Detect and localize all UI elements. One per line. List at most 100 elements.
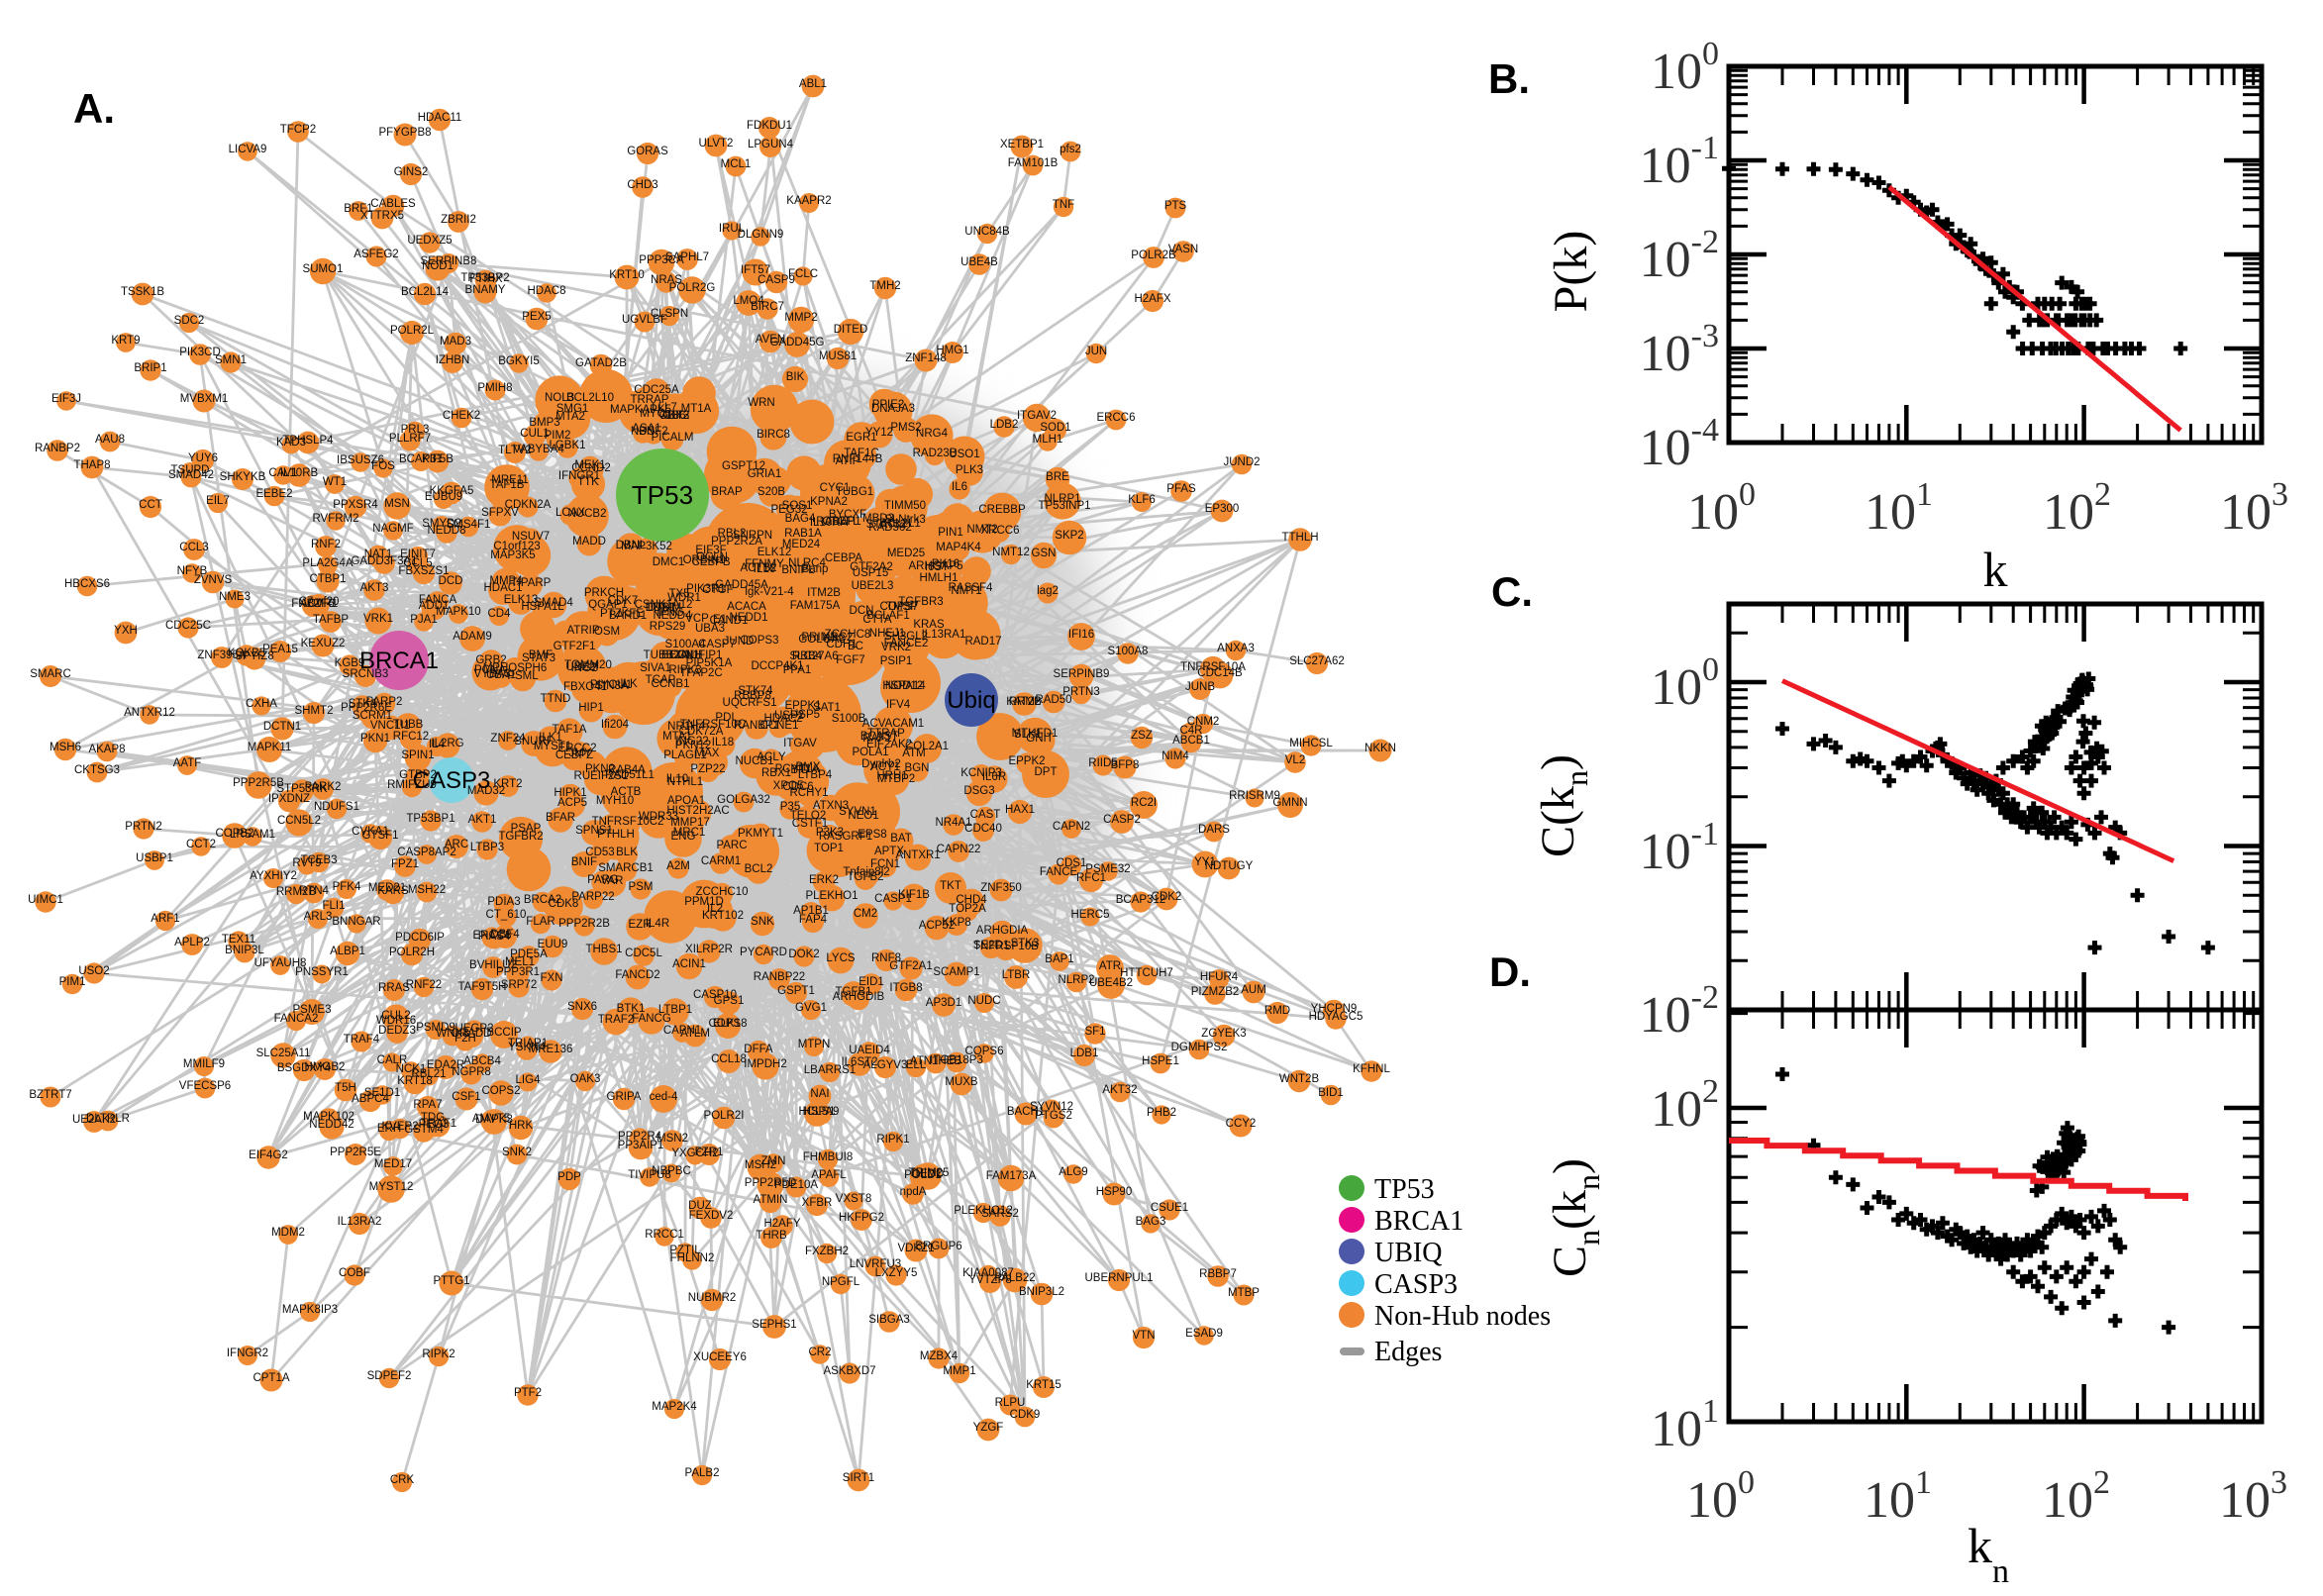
svg-text:CSNK1A12: CSNK1A12 [635, 599, 693, 611]
svg-text:PLEKHO1: PLEKHO1 [805, 890, 858, 902]
svg-text:RBBP8: RBBP8 [734, 690, 771, 702]
svg-text:SLC27A62: SLC27A62 [1289, 655, 1345, 667]
svg-text:YXGCH2: YXGCH2 [671, 1147, 718, 1159]
svg-text:CCNH: CCNH [669, 649, 702, 661]
svg-text:TUBB: TUBB [393, 719, 424, 731]
svg-text:TUBB2A: TUBB2A [644, 649, 688, 661]
svg-text:MLH1: MLH1 [1033, 434, 1063, 446]
svg-text:STAT32: STAT32 [866, 519, 906, 531]
svg-text:SERPINB9: SERPINB9 [1054, 668, 1110, 680]
svg-text:SIN3A: SIN3A [595, 680, 629, 692]
svg-text:PPP2R2B: PPP2R2B [558, 918, 610, 930]
svg-text:PP3AIP1: PP3AIP1 [618, 1140, 664, 1151]
svg-text:XPO5: XPO5 [773, 780, 804, 792]
svg-text:TMSP: TMSP [886, 601, 918, 613]
svg-text:KAT2B: KAT2B [1006, 696, 1042, 708]
svg-text:CASP2: CASP2 [1103, 814, 1141, 826]
svg-text:AKT2: AKT2 [661, 410, 690, 422]
svg-text:VAR: VAR [601, 875, 624, 887]
svg-text:CDC5L: CDC5L [625, 948, 662, 959]
svg-text:BCAP312: BCAP312 [1116, 894, 1166, 906]
svg-text:GTF2A1: GTF2A1 [889, 960, 932, 972]
svg-text:SARS2: SARS2 [981, 1208, 1019, 1220]
svg-text:B.: B. [1488, 55, 1530, 102]
svg-text:H2AFY: H2AFY [763, 1218, 800, 1230]
svg-text:NUCB2: NUCB2 [568, 508, 607, 520]
svg-text:KRT10: KRT10 [609, 269, 645, 281]
svg-text:IL6ST2: IL6ST2 [841, 1056, 877, 1068]
svg-text:FANCE2: FANCE2 [884, 638, 929, 649]
svg-text:CAPN2: CAPN2 [1053, 821, 1090, 833]
svg-text:PIM1: PIM1 [59, 976, 86, 988]
svg-text:SRP72: SRP72 [501, 979, 537, 991]
svg-text:UFYAUH8: UFYAUH8 [254, 957, 307, 969]
svg-text:NCK1: NCK1 [396, 1063, 427, 1075]
svg-text:AUM: AUM [1241, 984, 1266, 996]
svg-text:MTBP: MTBP [1228, 1287, 1260, 1299]
svg-text:PIZMZB2: PIZMZB2 [1191, 986, 1240, 998]
svg-text:DPT: DPT [1035, 766, 1058, 778]
svg-text:S100A4: S100A4 [665, 639, 707, 650]
svg-text:ZVNVS: ZVNVS [194, 574, 233, 586]
svg-text:ERCC2: ERCC2 [558, 743, 597, 754]
svg-text:CREBBP: CREBBP [978, 504, 1026, 516]
svg-text:ANTXR1: ANTXR1 [895, 849, 940, 861]
svg-text:NPGFL: NPGFL [822, 1276, 860, 1288]
svg-text:POLR2I: POLR2I [704, 1110, 745, 1122]
svg-text:SNRPN: SNRPN [733, 530, 772, 542]
svg-text:CASP1: CASP1 [874, 893, 912, 905]
svg-text:XUCEEY6: XUCEEY6 [693, 1351, 747, 1363]
svg-text:SHMT2: SHMT2 [295, 705, 334, 717]
svg-text:LRSAM1: LRSAM1 [230, 829, 275, 841]
svg-text:ULVT2: ULVT2 [699, 138, 734, 150]
svg-text:UGVLBF: UGVLBF [622, 314, 667, 326]
svg-text:WDR1: WDR1 [667, 592, 701, 604]
svg-text:RBB4: RBB4 [792, 650, 823, 662]
svg-text:TP53: TP53 [632, 480, 693, 510]
svg-text:RNF22: RNF22 [406, 979, 442, 991]
svg-text:NRAS: NRAS [651, 274, 682, 286]
svg-text:TGFBR3: TGFBR3 [898, 596, 943, 608]
svg-text:MSH22: MSH22 [408, 884, 446, 896]
svg-text:EIF2AK2: EIF2AK2 [866, 739, 912, 750]
svg-text:USP5: USP5 [790, 709, 820, 721]
svg-text:DLTRLR: DLTRLR [86, 1113, 130, 1125]
svg-text:CRK: CRK [390, 1474, 415, 1486]
svg-text:BLK: BLK [616, 847, 638, 858]
svg-text:BTK1: BTK1 [617, 1003, 646, 1015]
svg-text:EGR1: EGR1 [846, 432, 876, 444]
svg-text:DCN: DCN [850, 605, 874, 617]
svg-text:MTA2: MTA2 [556, 411, 585, 423]
svg-text:MMP4: MMP4 [489, 575, 523, 587]
svg-text:XRCC6: XRCC6 [981, 525, 1020, 537]
svg-text:FBXO41: FBXO41 [563, 681, 607, 693]
svg-text:P3K3: P3K3 [816, 827, 844, 839]
svg-text:PRIM1: PRIM1 [801, 632, 836, 644]
svg-text:VNC1I1: VNC1I1 [370, 720, 410, 732]
svg-text:PICALM: PICALM [652, 432, 694, 444]
svg-text:GTBP2: GTBP2 [399, 769, 437, 781]
svg-text:ATN1HEB: ATN1HEB [910, 1055, 962, 1067]
svg-text:BMF: BMF [529, 649, 553, 661]
svg-text:FANCA: FANCA [419, 594, 457, 606]
svg-text:PDCD6IP: PDCD6IP [395, 932, 445, 944]
svg-text:IFI16: IFI16 [1068, 629, 1094, 641]
svg-text:CDC25C: CDC25C [165, 620, 211, 632]
svg-text:ITGAV: ITGAV [783, 738, 817, 749]
svg-text:PEG3: PEG3 [419, 1119, 450, 1131]
svg-text:VABYBA4: VABYBA4 [513, 444, 564, 455]
svg-text:JMY: JMY [569, 748, 592, 759]
svg-text:IL6R: IL6R [982, 771, 1006, 783]
svg-text:MYH10: MYH10 [596, 795, 634, 807]
svg-text:NMT12: NMT12 [992, 547, 1030, 558]
svg-text:BCL2L14: BCL2L14 [401, 286, 450, 298]
svg-text:ALGYV3: ALGYV3 [863, 1059, 908, 1071]
svg-text:UAEID4: UAEID4 [849, 1045, 890, 1056]
svg-text:ZBRII2: ZBRII2 [441, 214, 476, 226]
svg-text:TCEB3: TCEB3 [300, 854, 337, 866]
svg-text:XFBR: XFBR [802, 1197, 833, 1209]
svg-text:TAF1B: TAF1B [490, 479, 525, 491]
svg-text:MAPK11: MAPK11 [248, 742, 292, 753]
svg-text:RASGRF1: RASGRF1 [819, 831, 872, 843]
svg-text:CCNB1: CCNB1 [652, 678, 690, 690]
